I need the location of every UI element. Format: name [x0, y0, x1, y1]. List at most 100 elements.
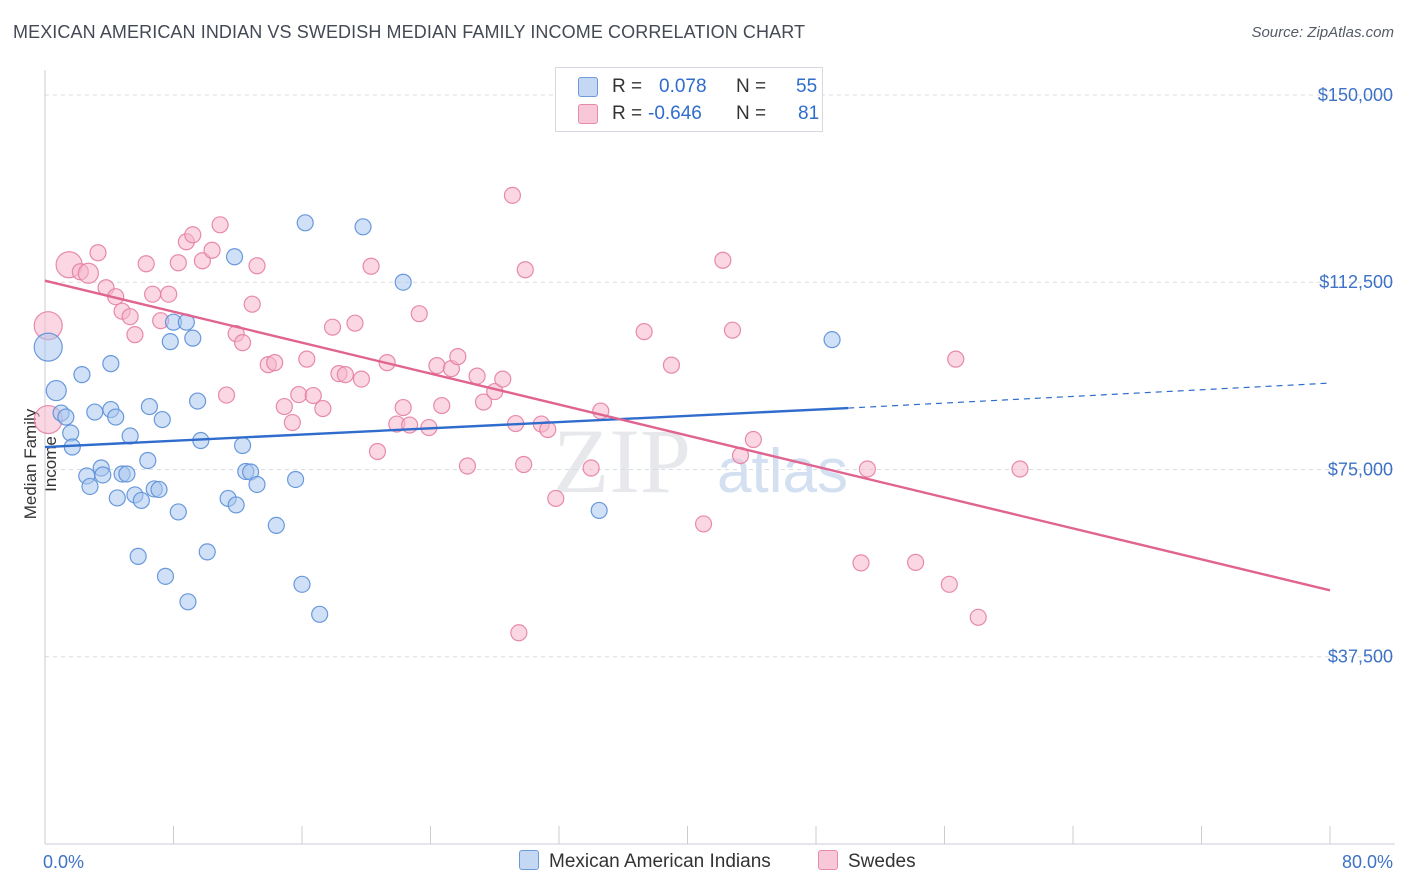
mexican-american-indians-point: [129, 547, 147, 565]
mexican-american-indians-point: [86, 403, 104, 421]
x-axis-max-label: 80.0%: [1341, 852, 1393, 872]
swedes-point: [298, 350, 316, 368]
swedes-point: [515, 455, 533, 474]
swedes-point: [582, 459, 600, 477]
legend-swatch-pink: [578, 104, 598, 124]
mexican-american-indians-point: [354, 218, 372, 236]
y-tick-label: $112,500: [1319, 272, 1393, 292]
mexican-american-indians-point: [33, 332, 63, 362]
mexican-american-indians-point: [102, 355, 120, 373]
y-tick-label: $37,500: [1328, 647, 1393, 667]
legend-r-label: R =: [612, 76, 643, 97]
mexican-american-indians-point: [108, 489, 126, 507]
swedes-point: [433, 396, 451, 415]
mexican-american-indians-point: [590, 501, 608, 520]
correlation-legend: R = 0.078 N = 55 R = -0.646 N = 81: [555, 67, 823, 132]
swedes-point: [233, 334, 252, 352]
mexican-american-indians-point: [57, 408, 75, 426]
legend-r-value: 0.078: [659, 76, 707, 97]
swedes-point: [144, 285, 162, 303]
swedes-point: [362, 257, 380, 275]
swedes-point: [89, 244, 107, 262]
swedes-point: [304, 386, 322, 405]
swedes-point: [547, 489, 565, 508]
swedes-point: [662, 356, 681, 374]
swedes-point: [510, 624, 528, 642]
swedes-point: [290, 385, 308, 404]
swedes-point: [858, 460, 877, 478]
swedes-point: [516, 261, 534, 279]
swedes-point: [248, 257, 266, 275]
swedes-point: [184, 226, 202, 244]
mexican-american-indians-point: [227, 496, 245, 514]
mexican-american-indians-point: [150, 480, 168, 499]
mexican-american-indians-point: [169, 503, 187, 521]
legend-item-mexican-american-indians: Mexican American Indians: [519, 850, 771, 873]
swedes-point: [449, 348, 467, 366]
swedes-point: [160, 285, 178, 303]
mexican-american-indians-point: [394, 273, 412, 291]
swedes-point: [217, 386, 236, 404]
swedes-point: [503, 186, 522, 204]
mexican-american-indians-point: [184, 329, 202, 347]
legend-n-label: N =: [736, 76, 767, 97]
swedes-point: [243, 295, 261, 313]
mexican-american-indians-point: [94, 466, 112, 484]
swedes-point: [283, 413, 301, 432]
mexican-american-indians-point: [296, 214, 314, 232]
chart-title: MEXICAN AMERICAN INDIAN VS SWEDISH MEDIA…: [13, 22, 806, 42]
swedes-points: [33, 186, 1029, 642]
grid-lines: [45, 94, 1395, 658]
mexican-american-indians-point: [233, 436, 252, 455]
swedes-point: [346, 314, 364, 332]
swedes-point: [410, 305, 428, 323]
mexican-american-indians-point: [823, 331, 841, 349]
trend-lines: [44, 279, 1331, 592]
swedes-point: [852, 554, 870, 572]
legend-n-value: 55: [796, 76, 818, 97]
y-tick-labels: $37,500 $75,000 $112,500 $150,000: [1318, 85, 1393, 667]
mexican-american-indians-point: [293, 575, 311, 593]
swedes-point: [428, 357, 446, 375]
swedes-point: [394, 398, 412, 417]
swedes-point: [77, 262, 99, 284]
mexican-american-indians-points: [33, 214, 841, 623]
mexican-american-indians-point: [311, 605, 329, 623]
source-label: Source: ZipAtlas.com: [1251, 24, 1394, 41]
axes: [44, 70, 1395, 845]
swedes-point: [969, 608, 987, 626]
mexican-american-indians-point: [132, 491, 150, 510]
swedes-point: [635, 323, 653, 341]
swedes-point: [723, 321, 742, 339]
mexican-american-indians-trend-extension: [848, 382, 1331, 409]
swedes-point: [137, 255, 155, 273]
swedes-point: [474, 393, 493, 411]
swedes-point: [352, 370, 371, 388]
legend-r-label: R =: [612, 103, 643, 124]
mexican-american-indians-point: [286, 470, 305, 489]
swedes-point: [169, 254, 187, 272]
swedes-point: [211, 216, 229, 234]
watermark-zip: ZIP: [553, 410, 691, 512]
swedes-point: [126, 326, 144, 344]
mexican-american-indians-point: [73, 366, 91, 384]
swedes-point: [275, 397, 293, 416]
swedes-point: [906, 553, 925, 571]
mexican-american-indians-point: [225, 248, 244, 266]
mexican-american-indians-point: [140, 397, 159, 416]
legend-item-swedes: Swedes: [818, 850, 916, 873]
mexican-american-indians-point: [81, 477, 99, 496]
mexican-american-indians-point: [198, 543, 216, 561]
legend-n-value: 81: [798, 103, 820, 124]
swedes-point: [458, 457, 477, 475]
mexican-american-indians-point: [267, 516, 285, 535]
mexican-american-indians-point: [179, 593, 197, 611]
legend-swatch-blue: [578, 77, 598, 97]
swedes-point: [744, 430, 762, 449]
x-axis-min-label: 0.0%: [43, 852, 85, 872]
swedes-point: [266, 354, 284, 372]
legend-label: Swedes: [848, 851, 916, 872]
swedes-point: [494, 370, 512, 388]
legend-r-value: -0.646: [648, 103, 702, 124]
